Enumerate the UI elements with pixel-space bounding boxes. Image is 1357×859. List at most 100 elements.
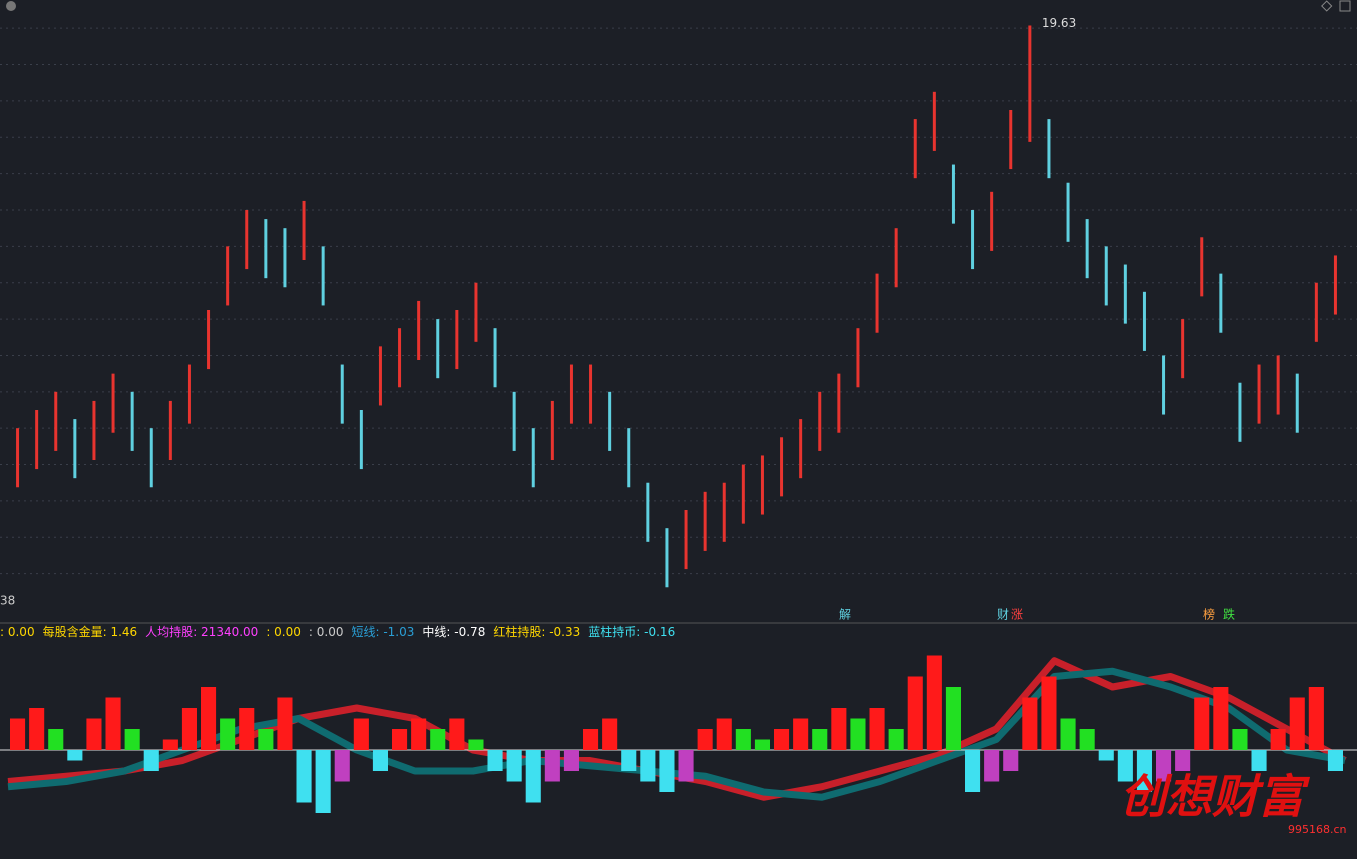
indicator-bar [1270,729,1286,750]
indicator-bar [1156,750,1172,782]
indicator-bar [1213,687,1229,750]
signal-marker: 财 [997,608,1009,622]
indicator-bar [544,750,560,782]
indicator-label: 中线 [422,624,446,639]
indicator-bar [411,718,427,750]
indicator-bar [239,708,255,750]
indicator-bar [1041,676,1057,750]
indicator-label: 人均持股 [145,624,193,639]
indicator-bar [678,750,694,782]
indicator-bar [1175,750,1191,771]
indicator-bar [697,729,713,750]
diamond-icon[interactable] [1321,0,1333,12]
indicator-bar [29,708,45,750]
indicator-bar [334,750,350,782]
indicator-bar [583,729,599,750]
indicator-bar [506,750,522,782]
indicator-bar [1022,697,1038,750]
separator: : [266,625,274,639]
indicator-bar [1079,729,1095,750]
indicator-bar [1003,750,1019,771]
indicator-value: -0.33 [549,625,580,639]
indicator-bar [907,676,923,750]
separator: : [0,625,8,639]
indicator-bar [659,750,675,792]
watermark-title: 创想财富 [1120,770,1311,824]
indicator-label: 每股含金量 [43,624,103,639]
indicator-bar [1098,750,1114,761]
indicator-bar [277,697,293,750]
indicator-bar [1060,718,1076,750]
indicator-bar [525,750,541,803]
separator: : [541,625,549,639]
indicator-bar [315,750,331,813]
indicator-bar [869,708,885,750]
indicator-bar [67,750,83,761]
indicator-bar [1308,687,1324,750]
indicator-bar [220,718,236,750]
indicator-bar [48,729,64,750]
separator: : [636,625,644,639]
indicator-bar [86,718,102,750]
indicator-bar [181,708,197,750]
indicator-value: 0.00 [8,625,35,639]
indicator-label: 红柱持股 [493,624,541,639]
indicator-bar [735,729,751,750]
indicator-bar [296,750,312,803]
separator: : [375,625,383,639]
menu-icon[interactable] [6,1,16,11]
indicator-label: 短线 [351,625,375,639]
indicator-bar [392,729,408,750]
indicator-bar [793,718,809,750]
indicator-bar [774,729,790,750]
indicator-bar [602,718,618,750]
indicator-bar [1251,750,1267,771]
indicator-bar [105,697,121,750]
indicator-bar [1117,750,1133,782]
window-icon[interactable] [1339,0,1351,12]
indicator-bar [258,729,274,750]
indicator-bar [1194,697,1210,750]
indicator-bar [984,750,1000,782]
indicator-bar [10,718,26,750]
indicator-bar [812,729,828,750]
indicator-bar [487,750,503,771]
separator: : [193,625,201,639]
indicator-bar [888,729,904,750]
indicator-bar [430,729,446,750]
separator: : [309,625,317,639]
indicator-value: 1.46 [110,625,137,639]
signal-marker: 榜 [1203,607,1215,622]
indicator-header: : 0.00 每股含金量: 1.46 人均持股: 21340.00: 0.00: 0… [0,624,675,639]
indicator-value: 21340.00 [201,625,258,639]
indicator-label: 蓝柱持币 [588,624,636,639]
indicator-bar [716,718,732,750]
indicator-value: 0.00 [274,625,301,639]
indicator-bar [124,729,140,750]
indicator-bar [926,655,942,750]
indicator-bar [850,718,866,750]
max-price-label: 19.63 [1042,16,1076,30]
indicator-bar [1289,697,1305,750]
indicator-bar [563,750,579,771]
indicator-value: -0.16 [644,625,675,639]
watermark-url: 995168.cn [1288,823,1347,836]
indicator-line: : 0.00 每股含金量: 1.46 人均持股: 21340.00: 0.00: 0… [0,624,675,639]
indicator-bar [1327,750,1343,771]
indicator-bar [372,750,388,771]
signal-marker: 涨 [1011,607,1023,622]
indicator-bar [143,750,159,771]
indicator-bar [162,739,178,750]
indicator-bar [201,687,217,750]
separator: : [446,625,454,639]
separator: : [103,625,111,639]
indicator-bar [621,750,637,771]
indicator-bar [640,750,656,782]
indicator-bar [449,718,465,750]
indicator-bar [754,739,770,750]
indicator-bar [965,750,981,792]
indicator-bar [1136,750,1152,792]
indicator-bar [468,739,484,750]
signal-marker: 跌 [1223,607,1235,622]
